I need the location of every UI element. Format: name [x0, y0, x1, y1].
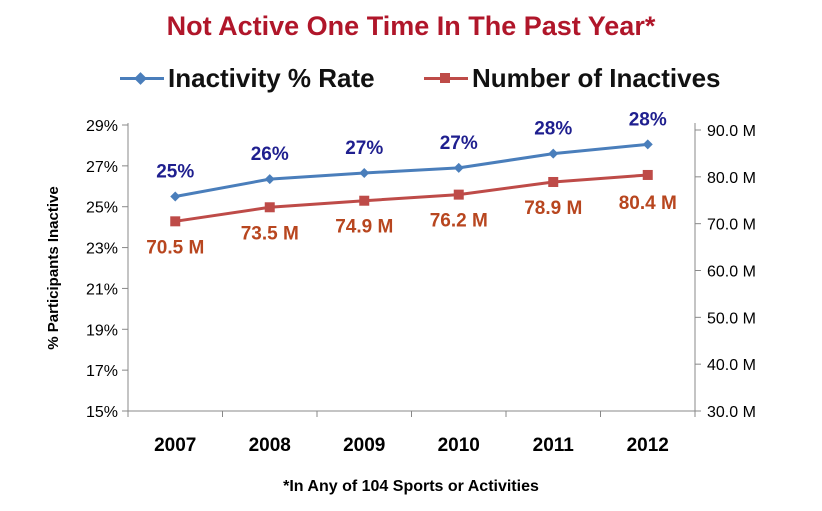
- diamond-point-marker: [453, 162, 464, 173]
- left-tick-label: 27%: [86, 159, 118, 176]
- series-line-number-inactives: [175, 173, 648, 223]
- data-label: 26%: [251, 144, 289, 165]
- diamond-point-marker: [170, 191, 181, 202]
- right-tick-label: 80.0 M: [707, 170, 756, 187]
- left-tick-label: 23%: [86, 241, 118, 258]
- x-category-label: 2007: [154, 435, 196, 456]
- y-axis-title: % Participants Inactive: [45, 186, 62, 349]
- legend-item-number-inactives: Number of Inactives: [424, 58, 721, 98]
- diamond-point-marker: [359, 168, 370, 179]
- square-marker-icon: [440, 72, 450, 83]
- series-line-inactivity-rate: [174, 142, 648, 198]
- chart-footnote: *In Any of 104 Sports or Activities: [283, 478, 539, 495]
- x-category-label: 2009: [343, 435, 385, 456]
- legend-line-icon: [424, 72, 468, 83]
- x-category-label: 2010: [438, 435, 480, 456]
- right-tick-label: 50.0 M: [707, 310, 756, 327]
- left-tick-label: 17%: [86, 363, 118, 380]
- data-label: 27%: [345, 138, 383, 159]
- diamond-point-marker: [642, 139, 653, 150]
- legend-label-number-inactives: Number of Inactives: [472, 62, 721, 93]
- square-point-marker: [170, 216, 181, 227]
- right-tick-label: 70.0 M: [707, 217, 756, 234]
- legend-label-inactivity-rate: Inactivity % Rate: [168, 62, 375, 93]
- x-category-label: 2008: [249, 435, 291, 456]
- legend-item-inactivity-rate: Inactivity % Rate: [120, 58, 375, 98]
- square-point-marker: [642, 169, 653, 180]
- data-label: 73.5 M: [241, 223, 299, 244]
- data-label: 70.5 M: [146, 237, 204, 258]
- x-category-label: 2011: [533, 435, 575, 456]
- square-point-marker: [264, 202, 275, 213]
- right-tick-label: 90.0 M: [707, 123, 756, 140]
- data-label: 80.4 M: [619, 193, 677, 214]
- data-label: 28%: [534, 119, 572, 140]
- data-label: 27%: [440, 133, 478, 154]
- data-label: 28%: [629, 109, 667, 130]
- square-point-marker: [359, 195, 370, 206]
- data-label: 74.9 M: [335, 217, 393, 238]
- x-category-label: 2012: [627, 435, 669, 456]
- square-point-marker: [548, 176, 559, 187]
- left-tick-label: 15%: [86, 404, 118, 421]
- left-tick-label: 29%: [86, 118, 118, 135]
- legend-line-icon: [120, 71, 164, 85]
- left-tick-label: 21%: [86, 281, 118, 298]
- right-tick-label: 30.0 M: [707, 404, 756, 421]
- chart-legend: Inactivity % Rate Number of Inactives: [0, 58, 822, 98]
- diamond-point-marker: [264, 174, 275, 185]
- square-point-marker: [453, 189, 464, 200]
- data-label: 76.2 M: [430, 211, 488, 232]
- data-label: 78.9 M: [524, 198, 582, 219]
- chart-title: Not Active One Time In The Past Year*: [166, 11, 656, 41]
- left-tick-label: 19%: [86, 322, 118, 339]
- left-tick-label: 25%: [86, 200, 118, 217]
- right-tick-label: 60.0 M: [707, 264, 756, 281]
- diamond-point-marker: [548, 148, 559, 159]
- data-label: 25%: [156, 162, 194, 183]
- right-tick-label: 40.0 M: [707, 357, 756, 374]
